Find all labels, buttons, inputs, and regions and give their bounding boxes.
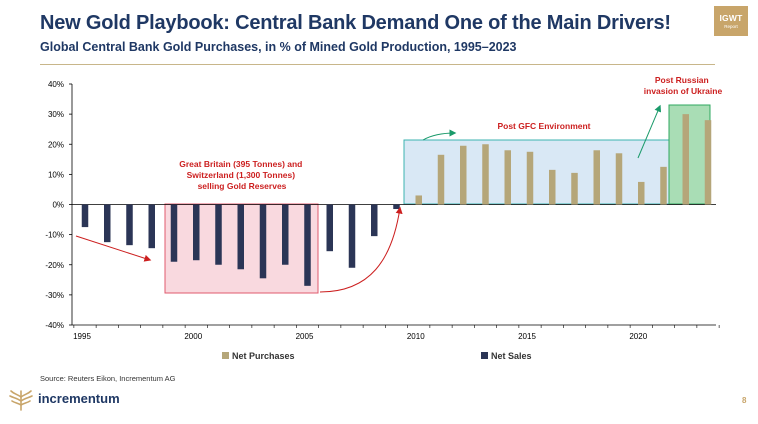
annotation-gb-switzerland: Great Britain (395 Tonnes) and Switzerla… — [179, 159, 305, 191]
trend-arrow-down — [75, 235, 152, 262]
bar-net-purchases — [660, 166, 667, 205]
bar-net-sales — [170, 204, 178, 262]
y-tick-label: -30% — [45, 291, 64, 300]
y-tick-label: 0% — [52, 201, 64, 210]
x-tick-label: 2005 — [296, 332, 314, 341]
y-tick-label: 20% — [48, 140, 64, 149]
y-tick-label: 40% — [48, 80, 64, 89]
trend-arrow-turnaround — [319, 206, 403, 293]
bar-net-purchases — [460, 145, 467, 205]
bar-net-sales — [393, 204, 400, 210]
badge-title: IGWT — [719, 13, 743, 23]
post-russian-invasion-box — [668, 104, 711, 205]
post-gfc-box — [403, 139, 670, 205]
trend-arrow-ukraine — [637, 104, 662, 159]
y-axis: -40% -30% -20% -10% 0% 10% 20% 30% 40% — [45, 80, 73, 330]
badge-subtitle: Report — [724, 24, 738, 29]
bar-net-purchases — [526, 151, 534, 205]
x-tick-label: 2010 — [407, 332, 425, 341]
y-tick-label: 30% — [48, 110, 64, 119]
bar-net-sales — [104, 204, 111, 243]
trend-arrow-gfc — [422, 129, 457, 141]
bar-net-sales — [215, 204, 222, 265]
legend-label-net-purchases: Net Purchases — [232, 351, 295, 361]
bar-net-sales — [193, 204, 200, 261]
bar-net-purchases — [482, 144, 489, 205]
legend-net-sales: Net Sales — [481, 351, 532, 361]
bar-net-purchases — [682, 114, 689, 205]
x-tick-label: 2015 — [518, 332, 536, 341]
annotation-post-russian-invasion: Post Russian invasion of Ukraine — [644, 75, 723, 96]
bar-net-purchases — [638, 181, 645, 205]
x-tick-label: 1995 — [73, 332, 91, 341]
bar-net-purchases — [437, 154, 445, 205]
bar-net-sales — [259, 204, 267, 279]
bar-net-sales — [371, 204, 378, 237]
bar-net-sales — [326, 204, 333, 252]
page-subtitle: Global Central Bank Gold Purchases, in %… — [40, 40, 517, 54]
source-note: Source: Reuters Eikon, Incrementum AG — [40, 374, 176, 383]
legend-swatch-net-purchases — [222, 352, 229, 360]
bar-net-purchases — [593, 150, 600, 205]
bar-net-purchases — [571, 172, 578, 205]
page-number: 8 — [742, 396, 747, 405]
bar-net-sales — [126, 204, 133, 246]
bar-net-purchases — [704, 120, 712, 205]
legend-label-net-sales: Net Sales — [491, 351, 532, 361]
bar-net-purchases — [615, 153, 623, 205]
bar-net-sales — [282, 204, 289, 265]
bar-net-sales — [237, 204, 244, 270]
bar-net-sales — [348, 204, 356, 268]
bar-net-sales — [81, 204, 89, 228]
incrementum-logo-icon — [9, 390, 33, 411]
bar-net-purchases — [549, 169, 556, 205]
incrementum-logo-text: incrementum — [38, 391, 120, 406]
legend-net-purchases: Net Purchases — [222, 351, 295, 361]
title-divider — [40, 64, 715, 65]
bar-net-purchases — [504, 150, 511, 205]
igwt-report-badge: IGWT Report — [714, 6, 748, 36]
x-tick-label: 2000 — [184, 332, 202, 341]
legend-swatch-net-sales — [481, 352, 488, 360]
y-tick-label: 10% — [48, 170, 64, 179]
bar-net-sales — [148, 204, 155, 249]
bar-net-sales — [304, 204, 311, 286]
y-tick-label: -40% — [45, 321, 64, 330]
page-title: New Gold Playbook: Central Bank Demand O… — [40, 12, 671, 34]
bars — [81, 114, 712, 286]
y-tick-label: -20% — [45, 261, 64, 270]
x-tick-label: 2020 — [629, 332, 647, 341]
annotation-post-gfc: Post GFC Environment — [497, 121, 590, 131]
bar-net-purchases — [415, 195, 422, 205]
y-tick-label: -10% — [45, 231, 64, 240]
